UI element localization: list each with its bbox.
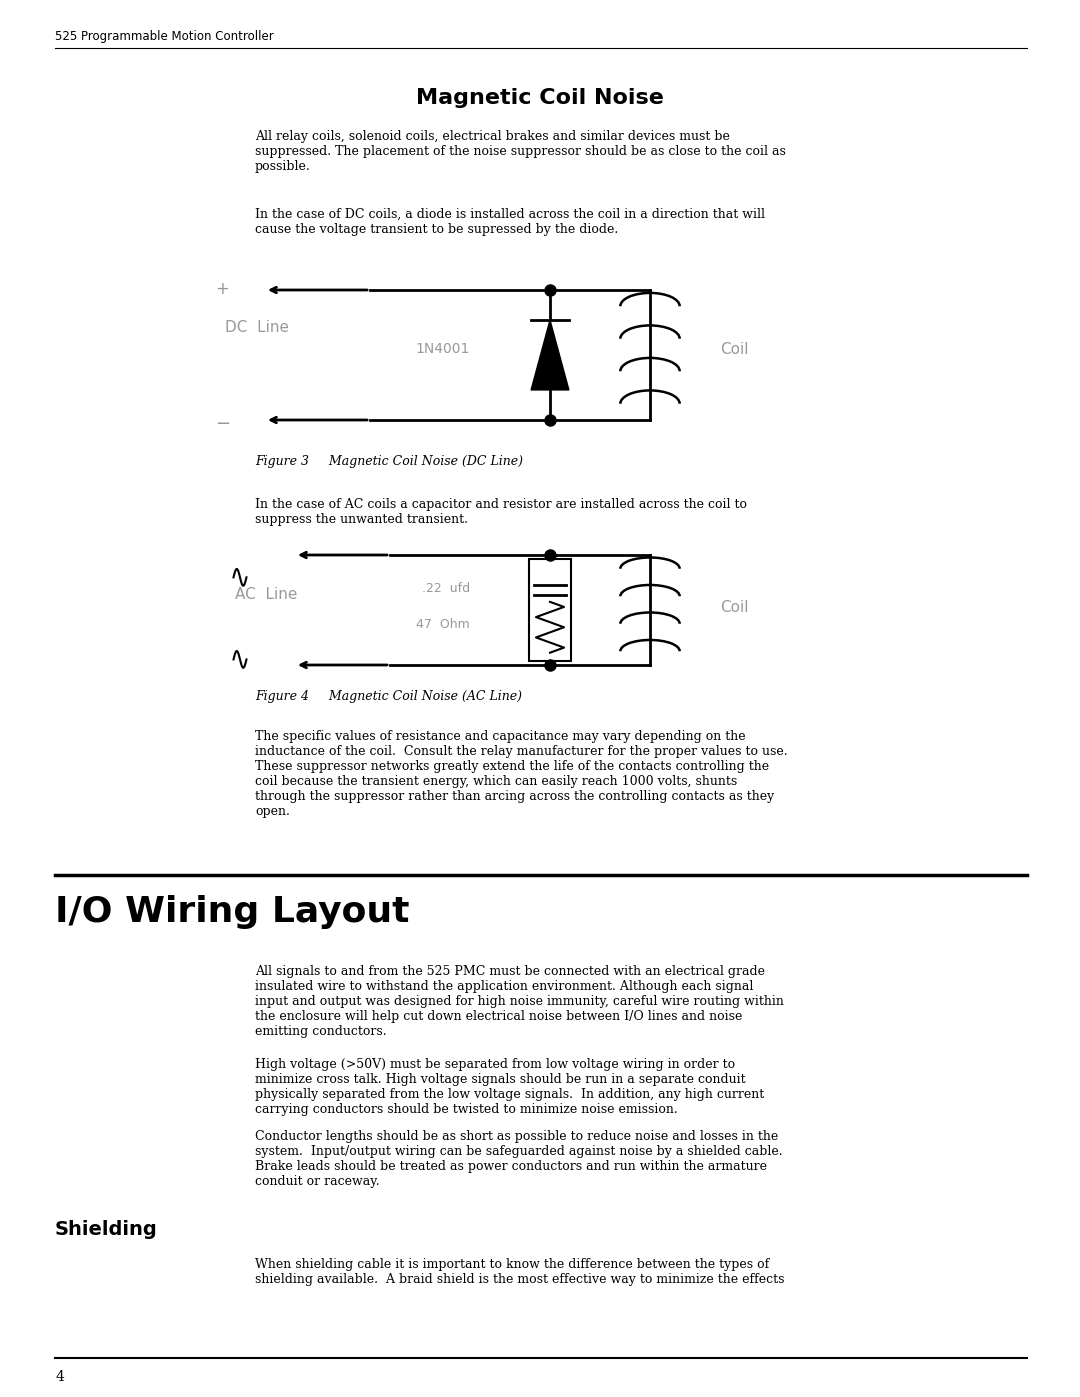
- Text: 4: 4: [55, 1370, 64, 1384]
- Text: All signals to and from the 525 PMC must be connected with an electrical grade
i: All signals to and from the 525 PMC must…: [255, 965, 784, 1038]
- Text: All relay coils, solenoid coils, electrical brakes and similar devices must be
s: All relay coils, solenoid coils, electri…: [255, 130, 786, 173]
- Bar: [529, 559, 570, 661]
- Text: Coil: Coil: [720, 342, 748, 358]
- Text: Figure 4     Magnetic Coil Noise (AC Line): Figure 4 Magnetic Coil Noise (AC Line): [255, 690, 522, 703]
- Text: Magnetic Coil Noise: Magnetic Coil Noise: [416, 88, 664, 108]
- Text: 525 Programmable Motion Controller: 525 Programmable Motion Controller: [55, 29, 274, 43]
- Text: In the case of DC coils, a diode is installed across the coil in a direction tha: In the case of DC coils, a diode is inst…: [255, 208, 765, 236]
- Text: High voltage (>50V) must be separated from low voltage wiring in order to
minimi: High voltage (>50V) must be separated fr…: [255, 1058, 765, 1116]
- Text: +: +: [215, 279, 229, 298]
- Text: Coil: Coil: [720, 599, 748, 615]
- Text: 47  Ohm: 47 Ohm: [416, 617, 470, 631]
- Text: 1N4001: 1N4001: [416, 342, 470, 356]
- Text: Conductor lengths should be as short as possible to reduce noise and losses in t: Conductor lengths should be as short as …: [255, 1130, 783, 1187]
- Text: I/O Wiring Layout: I/O Wiring Layout: [55, 895, 409, 929]
- Text: The specific values of resistance and capacitance may vary depending on the
indu: The specific values of resistance and ca…: [255, 731, 787, 819]
- Text: DC  Line: DC Line: [225, 320, 289, 335]
- Text: Shielding: Shielding: [55, 1220, 158, 1239]
- Text: Figure 3     Magnetic Coil Noise (DC Line): Figure 3 Magnetic Coil Noise (DC Line): [255, 455, 523, 468]
- Text: −: −: [215, 415, 230, 433]
- Text: When shielding cable it is important to know the difference between the types of: When shielding cable it is important to …: [255, 1259, 784, 1287]
- Text: .22  ufd: .22 ufd: [422, 583, 470, 595]
- Text: In the case of AC coils a capacitor and resistor are installed across the coil t: In the case of AC coils a capacitor and …: [255, 497, 747, 527]
- Text: AC  Line: AC Line: [235, 587, 297, 602]
- Polygon shape: [531, 320, 569, 390]
